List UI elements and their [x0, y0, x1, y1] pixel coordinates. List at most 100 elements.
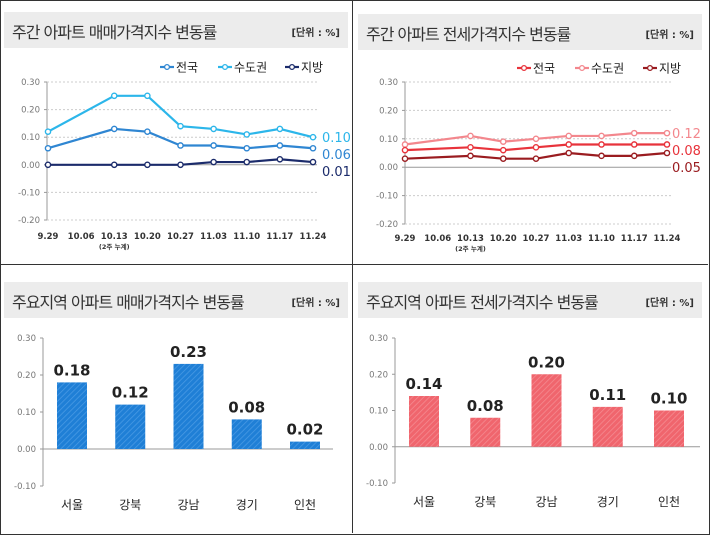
chart-title: 주요지역 아파트 매매가격지수 변동률 — [12, 293, 245, 312]
end-value-label: 0.05 — [672, 161, 701, 176]
bar-value-label: 0.11 — [589, 386, 626, 404]
data-point — [276, 142, 284, 149]
y-tick-label: 0.30 — [17, 334, 36, 344]
legend-marker — [520, 64, 528, 72]
data-point — [44, 161, 52, 169]
x-tick-label: 10.20 — [134, 232, 161, 242]
x-tick-label: 10.06 — [424, 234, 451, 244]
data-point — [309, 133, 317, 141]
data-point — [532, 135, 540, 143]
x-tick-label: 9.29 — [395, 234, 416, 244]
x-tick-label: 11.10 — [588, 234, 615, 244]
legend-label: 수도권 — [591, 62, 624, 76]
x-tick-label: 10.13 — [101, 232, 128, 242]
data-point — [276, 125, 284, 133]
data-point — [467, 144, 474, 151]
data-point — [598, 152, 605, 160]
bar-value-label: 0.23 — [170, 343, 207, 361]
title-bar: 주요지역 아파트 매매가격지수 변동률 [단위 : %] — [4, 282, 348, 318]
data-point — [210, 142, 217, 149]
data-point — [499, 146, 507, 154]
bar-강북 — [115, 404, 146, 449]
y-tick-label: 0.10 — [21, 133, 40, 143]
bar-강북 — [470, 417, 501, 447]
y-tick-label: -0.20 — [376, 220, 398, 230]
end-value-label: 0.01 — [322, 165, 351, 180]
data-point — [598, 141, 605, 148]
data-point — [110, 125, 118, 133]
x-tick-label: 10.20 — [490, 234, 517, 244]
bar-value-label: 0.10 — [650, 390, 687, 408]
data-point — [243, 158, 251, 166]
data-point — [144, 161, 151, 169]
y-tick-label: 0.20 — [21, 106, 40, 116]
x-tick-label: 강남 — [535, 495, 557, 509]
legend-marker — [288, 63, 296, 71]
end-value-label: 0.10 — [322, 131, 351, 146]
y-tick-label: -0.10 — [366, 479, 388, 489]
bar-서울 — [57, 382, 87, 449]
y-tick-label: 0.20 — [17, 371, 36, 381]
legend-label: 지방 — [659, 62, 681, 76]
x-tick-label: 강북 — [474, 495, 496, 509]
bar-인천 — [654, 410, 684, 447]
data-point — [499, 138, 507, 145]
x-tick-label: 11.03 — [555, 234, 582, 244]
x-tick-label: 경기 — [597, 495, 619, 509]
data-point — [565, 149, 573, 157]
chart-title: 주간 아파트 매매가격지수 변동률 — [12, 23, 217, 42]
series-line-지방 — [404, 151, 668, 160]
bar-value-label: 0.08 — [228, 398, 265, 416]
legend-label: 전국 — [176, 61, 198, 75]
unit-label: [단위 : %] — [291, 28, 340, 39]
data-point — [110, 92, 118, 100]
bar-value-label: 0.18 — [53, 361, 90, 379]
bar-강남 — [173, 363, 204, 449]
data-point — [663, 141, 671, 148]
series-line-수도권 — [404, 132, 667, 146]
data-point — [144, 128, 151, 135]
x-tick-label: 11.24 — [300, 232, 327, 242]
legend-label: 수도권 — [234, 61, 267, 75]
y-tick-label: -0.10 — [14, 482, 36, 492]
bar-value-label: 0.14 — [405, 375, 442, 393]
data-point — [110, 161, 118, 169]
legend-label: 전국 — [533, 62, 555, 76]
y-tick-label: 0.20 — [379, 106, 398, 116]
data-point — [243, 131, 251, 138]
bar-서울 — [409, 396, 439, 447]
data-point — [630, 129, 638, 137]
data-point — [44, 144, 52, 152]
y-tick-label: 0.30 — [379, 78, 398, 88]
legend-marker — [578, 64, 586, 72]
legend-marker — [646, 64, 654, 72]
y-tick-label: 0.10 — [369, 407, 388, 417]
data-point — [532, 144, 540, 151]
data-point — [630, 152, 638, 160]
data-point — [565, 132, 573, 140]
data-point — [177, 142, 184, 149]
y-tick-label: 0.10 — [17, 408, 36, 418]
x-tick-label: 10.06 — [68, 232, 95, 242]
x-tick-label: 인천 — [658, 494, 680, 509]
x-tick-label: 10.13 — [457, 234, 484, 244]
data-point — [210, 125, 217, 133]
unit-label: [단위 : %] — [645, 30, 694, 41]
data-point — [467, 152, 474, 160]
data-point — [532, 155, 540, 162]
x-tick-label: 서울 — [61, 498, 83, 512]
data-point — [144, 92, 151, 100]
unit-label: [단위 : %] — [291, 298, 340, 309]
x-tick-label: 인천 — [294, 497, 316, 512]
title-bar: 주요지역 아파트 전세가격지수 변동률 [단위 : %] — [358, 282, 702, 318]
legend-label: 지방 — [301, 61, 323, 75]
y-tick-label: 0.00 — [379, 163, 398, 173]
end-value-label: 0.06 — [322, 148, 351, 163]
data-point — [177, 161, 184, 169]
chart-title: 주요지역 아파트 전세가격지수 변동률 — [366, 293, 599, 312]
data-point — [467, 132, 474, 140]
bar-value-label: 0.02 — [286, 421, 323, 439]
y-tick-label: -0.10 — [18, 188, 40, 198]
x-tick-label: 서울 — [413, 495, 435, 509]
